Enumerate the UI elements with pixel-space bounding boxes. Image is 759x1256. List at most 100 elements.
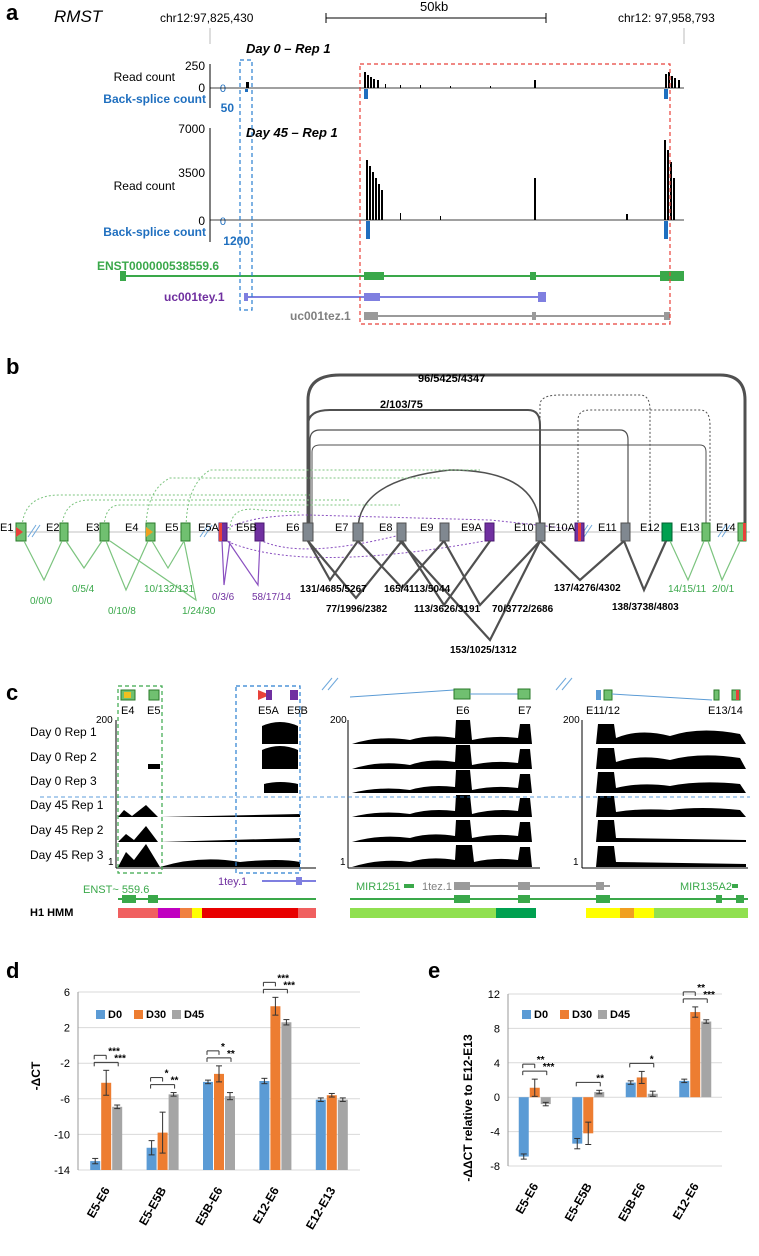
exon-label-e5a: E5A [198,522,219,534]
c-exon-e4: E4 [121,705,134,717]
row-label-1: Day 0 Rep 1 [30,725,97,739]
bar-d0 [518,1097,529,1157]
significance-mark: ** [227,1049,235,1060]
coord-right: chr12: 97,958,793 [618,11,715,25]
c-exon-e5a: E5A [258,705,279,717]
read-label-day45: Read count [114,179,176,193]
category-label: E5B-E6 [615,1180,648,1224]
coverage-tracks [118,720,746,867]
y-tick-label: 2 [64,1023,70,1035]
y-tick-label: 6 [64,987,70,999]
transcript-ensembl-label: ENST000000538559.6 [97,259,219,273]
significance-mark: * [650,1054,654,1065]
bar-d0 [679,1080,690,1098]
exon-label-e12: E12 [640,522,660,534]
significance-mark: *** [114,1053,126,1064]
c-exon-e5b: E5B [287,705,308,717]
junction-green-7: 2/0/1 [712,584,735,595]
chart-e-plot: 12840-4-8E5-E6*****E5-E5B**E5B-E6*E12-E6… [488,983,722,1224]
significance-mark: *** [277,973,289,984]
category-label: E5-E6 [84,1184,113,1220]
bar-d0 [315,1099,326,1170]
exon-label-e14: E14 [716,522,736,534]
chromatin-state-bar [118,908,748,918]
c-axis-min-right: 1 [573,857,579,868]
exon-label-e9: E9 [420,522,433,534]
category-label: E12-E13 [303,1184,339,1232]
legend-label-d45: D45 [610,1009,630,1021]
legend-label-d0: D0 [534,1009,548,1021]
chart-e-ylabel: -ΔΔCT relative to E12-E13 [461,1034,475,1182]
bar-d45 [594,1092,605,1098]
junction-labels-green: 0/0/0 0/5/4 0/10/8 10/132/131 1/24/30 14… [30,584,735,617]
legend-label-d45: D45 [184,1009,204,1021]
bs-max-day45: 1200 [223,234,250,248]
exon-label-e10: E10 [514,522,534,534]
panel-b: b 96/5425/4347 2/103/75 [0,354,750,656]
c-transcript-1tez: 1tez.1 [422,881,452,893]
bar-d45 [225,1096,235,1170]
y-tick-label: 8 [494,1023,500,1035]
bar-d0 [90,1161,101,1170]
exon-label-e4: E4 [125,522,138,534]
junction-green-4: 10/132/131 [144,584,194,595]
c-exon-e6: E6 [456,705,469,717]
row-label-4: Day 45 Rep 1 [30,798,104,812]
exon-label-e5: E5 [165,522,178,534]
read-max-day45: 7000 [178,122,205,136]
bar-d0 [572,1097,583,1144]
panel-label-b: b [6,354,19,379]
c-transcript-enst: ENST~ 559.6 [83,884,149,896]
y-tick-label: -10 [54,1129,70,1141]
significance-mark: *** [108,1046,120,1057]
bar-d45 [112,1106,123,1170]
junction-black-5: 70/3772/2686 [492,604,554,615]
bar-d30 [270,1006,281,1170]
bar-d30 [636,1077,647,1098]
legend-label-d30: D30 [572,1009,592,1021]
highlight-box-red [359,63,671,325]
read-peaks-day45 [366,140,675,220]
panel-label-c: c [6,680,18,705]
read-mid-day45: 3500 [178,166,205,180]
exon-label-e1: E1 [0,522,13,534]
junction-green-1: 0/0/0 [30,596,53,607]
junction-black-8: 138/3738/4803 [612,602,679,613]
c-mir135a2: MIR135A2 [680,881,732,893]
transcript-uca-label: uc001tey.1 [164,290,225,304]
exon-label-e5b: E5B [236,522,257,534]
gene-name: RMST [54,7,104,26]
significance-mark: *** [543,1062,555,1073]
panel-d: d -ΔCT 62-2-6-10-14E5-E6******E5-E5B***E… [6,958,360,1232]
bs-label-day0: Back-splice count [103,92,206,106]
c-transcript-1tey: 1tey.1 [218,876,247,888]
y-tick-label: -6 [60,1094,70,1106]
panel-a: a RMST chr12:97,825,430 chr12: 97,958,79… [6,0,715,325]
significance-mark: *** [703,990,715,1001]
read-zero-day0: 0 [198,81,205,95]
read-max-day0: 250 [185,59,205,73]
legend-swatch-d0 [96,1010,105,1019]
legend-swatch-d45 [598,1010,607,1019]
significance-mark: ** [596,1073,604,1084]
exon-label-e13: E13 [680,522,700,534]
bar-d45 [168,1094,179,1170]
significance-mark: *** [283,980,295,991]
exon-label-e9a: E9A [461,522,482,534]
y-tick-label: -4 [490,1127,500,1139]
y-tick-label: -14 [54,1165,70,1177]
coord-left: chr12:97,825,430 [160,11,254,25]
c-box-blue [235,685,301,874]
arc-label-top: 96/5425/4347 [418,373,485,385]
read-label-day0: Read count [114,70,176,84]
c-exon-e7: E7 [518,705,531,717]
bar-d0 [203,1081,213,1170]
bar-d45 [701,1021,712,1098]
row-label-3: Day 0 Rep 3 [30,774,97,788]
read-zero-day45: 0 [198,214,205,228]
junction-black-4: 113/3626/3191 [414,604,481,615]
c-axis-max-mid: 200 [330,715,347,726]
junction-purple-1: 0/3/6 [212,592,235,603]
category-label: E5-E5B [136,1184,169,1228]
bar-d45 [337,1099,348,1170]
